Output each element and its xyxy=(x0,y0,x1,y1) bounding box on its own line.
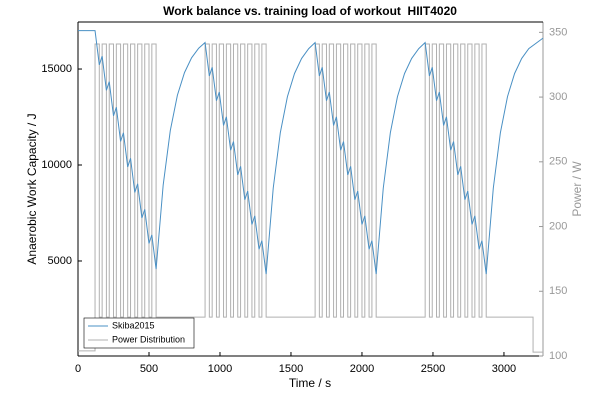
y-tick-label: 15000 xyxy=(41,63,72,75)
y-tick-label: 10000 xyxy=(41,159,72,171)
x-tick-label: 2000 xyxy=(350,363,374,375)
y2-tick-label: 100 xyxy=(549,350,567,362)
x-tick-label: 0 xyxy=(75,363,81,375)
series-line xyxy=(78,43,543,353)
y2-axis-label: Power / W xyxy=(570,161,584,217)
y-axis-label: Anaerobic Work Capacity / J xyxy=(25,113,39,264)
x-tick-label: 1000 xyxy=(208,363,232,375)
legend-label: Skiba2015 xyxy=(112,320,155,330)
legend-label: Power Distribution xyxy=(112,334,185,344)
series-line xyxy=(78,30,544,275)
y2-tick-label: 150 xyxy=(549,285,567,297)
y2-tick-label: 250 xyxy=(549,156,567,168)
x-tick-label: 1500 xyxy=(279,363,303,375)
y2-tick-label: 300 xyxy=(549,91,567,103)
y-tick-label: 5000 xyxy=(48,255,72,267)
x-tick-label: 2500 xyxy=(421,363,445,375)
x-tick-label: 3000 xyxy=(492,363,516,375)
y2-tick-label: 200 xyxy=(549,220,567,232)
chart-title: Work balance vs. training load of workou… xyxy=(163,4,457,18)
y2-tick-label: 350 xyxy=(549,26,567,38)
x-tick-label: 500 xyxy=(140,363,158,375)
x-axis-label: Time / s xyxy=(289,376,331,390)
legend-box xyxy=(83,317,195,349)
